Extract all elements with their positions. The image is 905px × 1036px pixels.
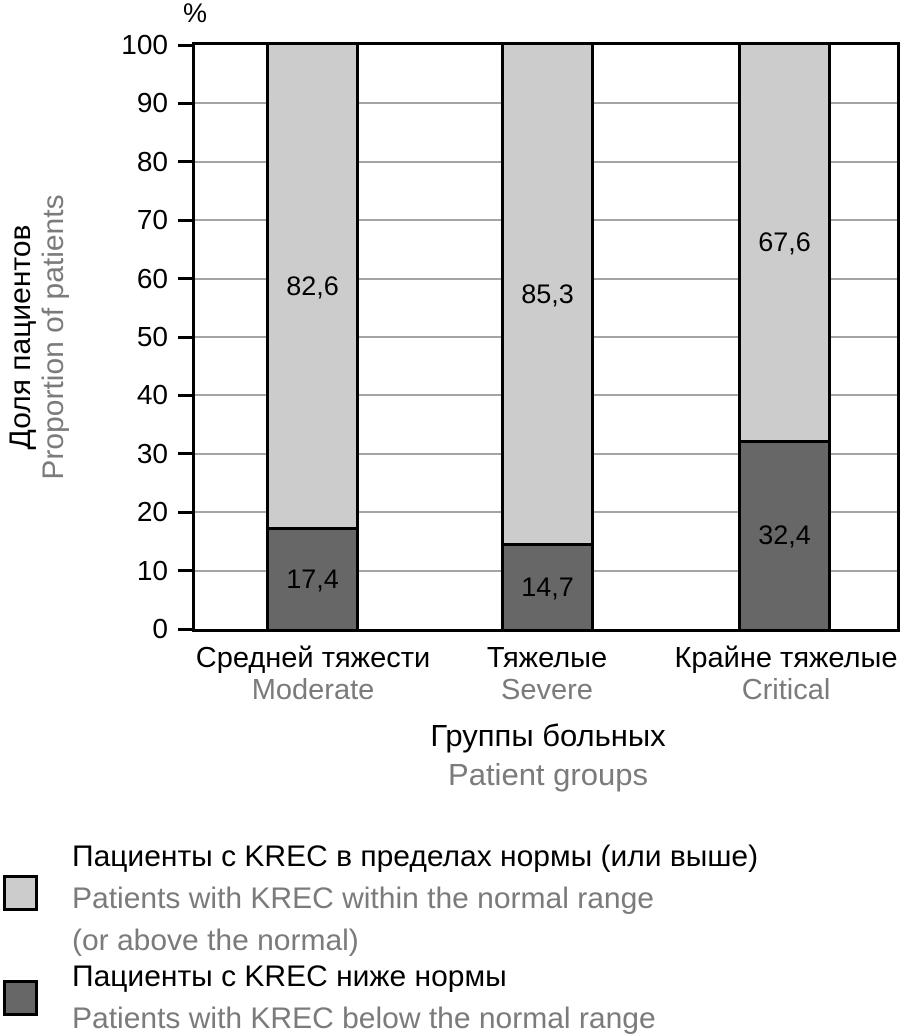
segment-below-normal: 14,7 [501, 543, 594, 629]
y-tick [178, 101, 192, 105]
y-tick-label: 80 [136, 145, 168, 177]
y-tick [178, 393, 192, 397]
y-axis-ticks [178, 43, 192, 631]
y-tick-label: 100 [121, 29, 168, 60]
segment-within-normal: 82,6 [266, 45, 359, 528]
y-tick [178, 277, 192, 281]
legend-swatch-within-normal [3, 875, 38, 911]
x-category-critical: Крайне тяжелые Critical [675, 642, 898, 706]
legend-label-en: Patients with KREC within the normal ran… [72, 882, 654, 915]
segment-within-normal: 85,3 [501, 45, 594, 544]
plot-area: 82,6 17,4 85,3 14,7 67,6 32,4 [192, 42, 900, 632]
segment-value-label: 67,6 [758, 226, 811, 257]
y-tick-label: 90 [136, 87, 168, 119]
legend-label-ru: Пациенты с KREC ниже нормы [72, 960, 507, 993]
bar-severe: 85,3 14,7 [501, 45, 594, 629]
y-tick [178, 452, 192, 456]
legend-item-within-normal: Пациенты с KREC в пределах нормы (или вы… [72, 836, 758, 962]
segment-value-label: 32,4 [758, 520, 811, 551]
x-category-label-en: Moderate [251, 674, 375, 706]
y-tick [178, 569, 192, 573]
x-category-label-en: Severe [501, 674, 593, 706]
y-tick [178, 218, 192, 222]
y-tick [178, 43, 192, 47]
legend-label-en: (or above the normal) [72, 924, 359, 957]
x-axis-title-en: Patient groups [448, 757, 648, 792]
y-axis-unit-label: % [183, 0, 208, 28]
x-category-label-en: Critical [741, 674, 831, 706]
x-category-label-ru: Средней тяжести [195, 642, 431, 674]
y-tick-label: 50 [136, 321, 168, 352]
y-tick-label: 0 [152, 613, 168, 644]
bar-critical: 67,6 32,4 [738, 45, 831, 629]
y-tick [178, 160, 192, 164]
segment-value-label: 82,6 [286, 270, 339, 301]
segment-value-label: 17,4 [286, 564, 339, 595]
y-tick-label: 20 [136, 496, 168, 528]
y-tick-label: 10 [136, 554, 168, 586]
segment-below-normal: 17,4 [266, 527, 359, 629]
x-category-label-ru: Тяжелые [486, 642, 608, 674]
segment-within-normal: 67,6 [738, 45, 831, 440]
y-tick [178, 510, 192, 514]
x-category-severe: Тяжелые Severe [487, 642, 607, 706]
y-axis-title-ru: Доля пациентов [4, 224, 37, 450]
x-category-label-ru: Крайне тяжелые [674, 642, 898, 674]
legend-swatch-below-normal [3, 980, 38, 1016]
y-tick [178, 627, 192, 631]
legend-item-below-normal: Пациенты с KREC ниже нормы Patients with… [72, 956, 656, 1036]
y-tick [178, 335, 192, 339]
y-tick-label: 70 [136, 204, 168, 236]
y-tick-label: 40 [136, 379, 168, 411]
y-tick-label: 30 [136, 437, 168, 469]
legend-label-ru: Пациенты с KREC в пределах нормы (или вы… [72, 840, 759, 873]
bar-moderate: 82,6 17,4 [266, 45, 359, 629]
legend-label-en: Patients with KREC below the normal rang… [72, 1002, 656, 1035]
segment-value-label: 14,7 [521, 572, 574, 603]
segment-below-normal: 32,4 [738, 439, 831, 629]
x-axis-title: Группы больных Patient groups [430, 717, 665, 795]
y-tick-label: 60 [136, 262, 168, 294]
segment-value-label: 85,3 [521, 278, 574, 309]
x-axis-title-ru: Группы больных [430, 718, 666, 753]
y-axis-labels: 100 90 80 70 60 50 40 30 20 10 0 [60, 31, 168, 643]
x-category-moderate: Средней тяжести Moderate [196, 642, 430, 706]
